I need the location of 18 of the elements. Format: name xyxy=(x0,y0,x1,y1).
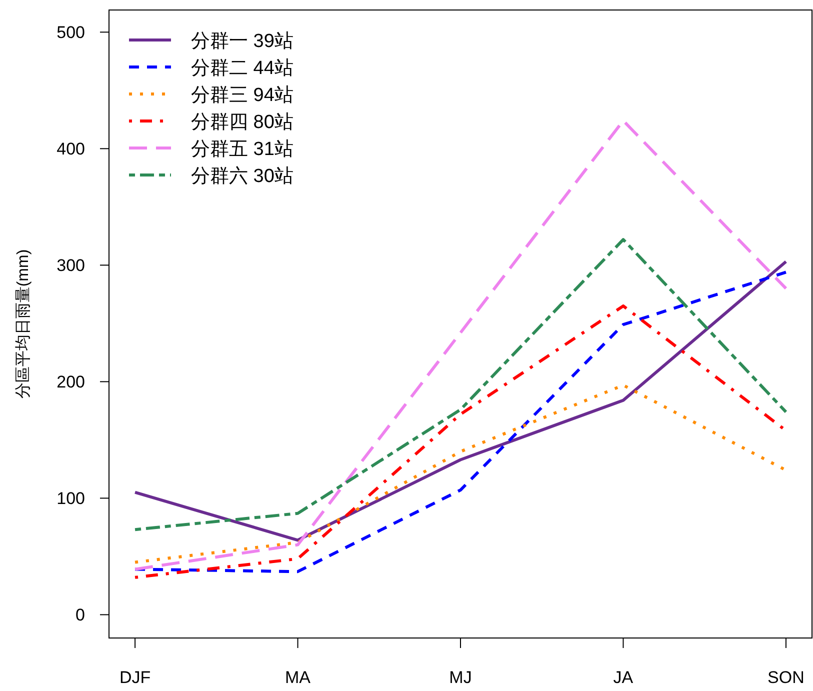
legend-label: 分群四 80站 xyxy=(191,112,294,133)
y-tick-label: 500 xyxy=(56,23,85,42)
x-tick-label: JA xyxy=(613,668,634,687)
y-tick-label: 0 xyxy=(76,606,85,625)
y-tick-label: 100 xyxy=(56,489,85,508)
y-tick-label: 400 xyxy=(56,140,85,159)
y-tick-label: 200 xyxy=(56,372,85,392)
x-tick-label: DJF xyxy=(119,668,151,687)
y-axis-title: 分區平均日雨量(mm) xyxy=(15,249,32,399)
legend-label: 分群六 30站 xyxy=(191,165,294,187)
x-tick-label: MA xyxy=(285,668,312,687)
legend-label: 分群五 31站 xyxy=(191,139,294,160)
legend-label: 分群三 94站 xyxy=(191,85,294,106)
y-tick-label: 300 xyxy=(56,256,85,276)
legend-label: 分群一 39站 xyxy=(191,31,294,52)
x-tick-label: MJ xyxy=(449,668,472,687)
x-tick-label: SON xyxy=(768,668,804,687)
legend-label: 分群二 44站 xyxy=(191,58,294,79)
